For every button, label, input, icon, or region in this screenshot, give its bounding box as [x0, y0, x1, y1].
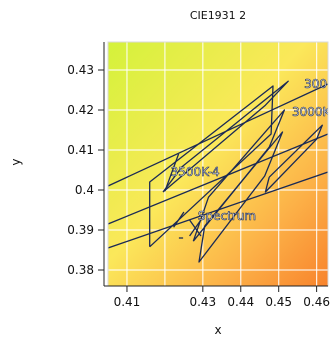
- x-tick-label-2: 0.44: [227, 295, 254, 309]
- series-line-3: [162, 80, 289, 193]
- series-line-5: [198, 131, 284, 263]
- y-tick-label-5: 0.43: [67, 63, 94, 77]
- series-line-2: [108, 83, 328, 187]
- annotation-3: Spectrum: [198, 209, 256, 223]
- spectrum-marker-1: [189, 219, 202, 237]
- annotation-2: 300: [304, 77, 327, 91]
- axes: [103, 42, 328, 287]
- y-tick-label-1: 0.39: [67, 223, 94, 237]
- y-axis-label: y: [9, 158, 23, 165]
- series-line-6: [264, 124, 323, 193]
- annotation-group: 3500K-4 3000K-4 300 Spectrum: [170, 77, 333, 224]
- plot-background: [108, 42, 328, 286]
- grid: [108, 42, 328, 286]
- annotation-0: 3500K-4: [171, 165, 220, 179]
- y-tick-label-0: 0.38: [67, 263, 94, 277]
- annotation-1: 3000K-4: [292, 105, 333, 119]
- chart-title: CIE1931 2: [190, 9, 246, 22]
- series-line-8: [164, 153, 180, 192]
- series-line-7: [149, 85, 274, 248]
- x-tick-label-0: 0.41: [114, 295, 141, 309]
- ticks: 0.41 0.43 0.44 0.45 0.46 0.38 0.39 0.4 0.41 0.42 0…: [67, 63, 330, 309]
- y-tick-label-3: 0.41: [67, 143, 94, 157]
- series-line-9: [173, 211, 185, 228]
- series-group: [108, 80, 328, 263]
- x-tick-label-4: 0.46: [303, 295, 330, 309]
- y-tick-label-4: 0.42: [67, 103, 94, 117]
- x-tick-label-3: 0.45: [265, 295, 292, 309]
- x-axis-label: x: [214, 323, 221, 337]
- x-tick-label-1: 0.43: [189, 295, 216, 309]
- series-line-0: [108, 133, 328, 225]
- marker-group: [189, 219, 202, 237]
- y-tick-label-2: 0.4: [75, 183, 94, 197]
